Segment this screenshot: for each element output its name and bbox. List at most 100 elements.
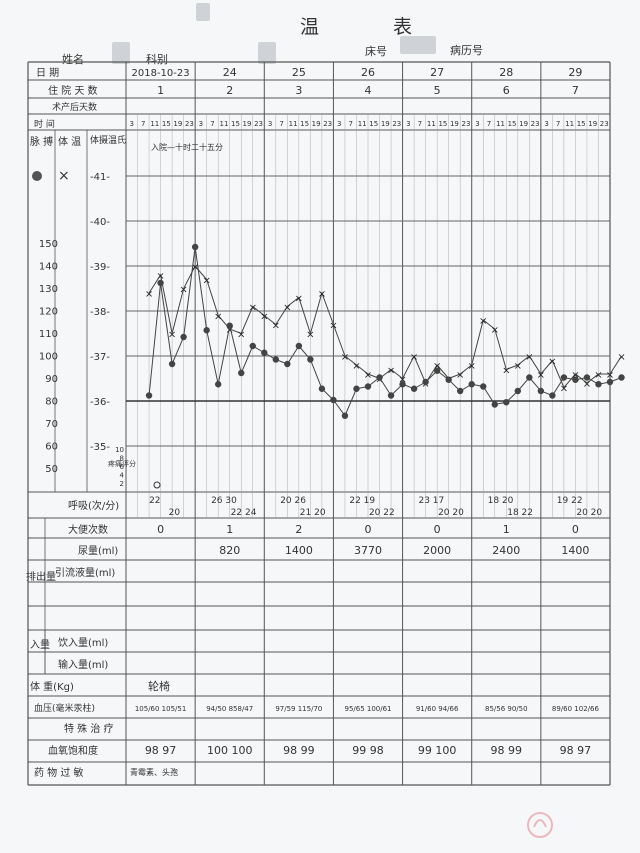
urine-label: 尿量(ml)	[78, 545, 118, 557]
temp-tick: -38-	[90, 307, 110, 318]
temp-point: ×	[179, 285, 187, 296]
pulse-point	[157, 279, 164, 287]
date-cell: 2018-10-23	[132, 68, 190, 79]
time-cell: 15	[577, 120, 586, 128]
bp-cell: 105/60 105/51	[135, 705, 186, 713]
pulse-point	[572, 376, 579, 383]
temp-point: ×	[410, 352, 418, 363]
pulse-point	[226, 322, 233, 329]
temp-point: ×	[237, 330, 245, 341]
pulse-point	[353, 385, 360, 392]
output-group-label: 排出量	[26, 570, 56, 583]
weight-label: 体 重(Kg)	[30, 680, 74, 693]
temp-point: ×	[318, 289, 326, 300]
temp-point: ×	[168, 330, 176, 341]
redacted-dept	[258, 42, 276, 64]
pulse-legend-dot	[32, 171, 42, 181]
hospital-day-label: 住 院 天 数	[48, 84, 98, 97]
pulse-tick: 90	[45, 374, 58, 385]
resp-label: 呼吸(次/分)	[68, 499, 119, 512]
time-cell: 19	[588, 120, 597, 128]
dept-label: 科别	[146, 53, 168, 66]
time-cell: 7	[279, 120, 283, 128]
time-cell: 3	[268, 120, 272, 128]
pulse-point	[422, 378, 429, 386]
hospital-day-cell: 3	[295, 84, 302, 97]
resp-top-cell: 26 30	[211, 496, 237, 506]
time-cell: 11	[219, 120, 228, 128]
spo2-cell: 98 99	[283, 744, 315, 757]
bp-cell: 91/60 94/66	[416, 705, 459, 713]
time-cell: 7	[487, 120, 491, 128]
time-cell: 23	[461, 120, 470, 128]
temp-point: ×	[272, 321, 280, 332]
hospital-day-cell: 1	[157, 84, 164, 97]
time-cell: 23	[392, 120, 401, 128]
bed-label: 床号	[365, 45, 387, 58]
resp-top-cell: 18 20	[488, 496, 514, 506]
time-cell: 23	[531, 120, 540, 128]
bp-cell: 85/56 90/50	[485, 705, 528, 713]
watermark-logo	[527, 812, 553, 838]
time-row-label: 时 间	[34, 118, 55, 130]
temp-point: ×	[191, 262, 199, 273]
pulse-point	[480, 383, 487, 390]
time-cell: 7	[210, 120, 214, 128]
time-cell: 19	[519, 120, 528, 128]
pain-label: 疼痛评分	[108, 459, 136, 468]
page-title: 温 表	[300, 16, 447, 38]
bp-cell: 95/65 100/61	[344, 705, 391, 713]
pulse-point	[618, 374, 625, 381]
admission-annotation: 入院—十时二十五分	[151, 142, 223, 152]
pulse-point	[537, 387, 545, 395]
temp-point: ×	[491, 325, 499, 336]
time-cell: 19	[312, 120, 321, 128]
time-cell: 23	[600, 120, 609, 128]
resp-top-cell: 23 17	[418, 496, 444, 506]
pulse-point	[445, 376, 452, 383]
pulse-point	[583, 374, 591, 381]
temp-point: ×	[156, 271, 164, 282]
temp-point: ×	[387, 366, 395, 377]
pulse-label: 脉 搏	[30, 135, 53, 148]
pulse-point	[168, 360, 176, 368]
temp-point: ×	[329, 321, 337, 332]
time-cell: 11	[496, 120, 505, 128]
hospital-day-cell: 5	[434, 84, 441, 97]
time-cell: 3	[475, 120, 479, 128]
time-cell: 3	[199, 120, 203, 128]
pulse-point	[307, 356, 314, 363]
stool-cell: 2	[295, 523, 302, 536]
temp-tick: -36-	[90, 397, 110, 408]
date-row-label: 日 期	[36, 67, 59, 79]
urine-cell: 2400	[492, 544, 520, 557]
pulse-point	[387, 392, 395, 399]
drain-label: 引流液量(ml)	[55, 566, 115, 579]
time-cell: 15	[369, 120, 378, 128]
pulse-line	[148, 246, 622, 417]
resp-top-cell: 19 22	[557, 496, 583, 506]
temp-point: ×	[548, 357, 556, 368]
temp-point: ×	[617, 352, 625, 363]
urine-cell: 1400	[561, 544, 589, 557]
time-cell: 15	[508, 120, 517, 128]
hospital-day-cell: 4	[365, 84, 372, 97]
pulse-tick: 50	[45, 464, 58, 475]
resp-bottom-cell: 20 20	[438, 508, 464, 518]
time-cell: 11	[150, 120, 159, 128]
record-label: 病历号	[450, 44, 483, 57]
resp-top-cell: 20 26	[280, 496, 306, 506]
temp-tick: -37-	[90, 352, 110, 363]
pulse-point	[238, 369, 245, 377]
time-cell: 7	[348, 120, 352, 128]
temp-tick: -35-	[90, 442, 110, 453]
date-cell: 26	[361, 66, 375, 79]
pulse-point	[376, 374, 383, 381]
pulse-point	[203, 327, 210, 334]
temp-point: ×	[537, 370, 545, 381]
pulse-tick: 120	[39, 307, 58, 318]
spo2-cell: 98 97	[560, 744, 592, 757]
temp-point: ×	[560, 384, 568, 395]
time-cell: 11	[427, 120, 436, 128]
